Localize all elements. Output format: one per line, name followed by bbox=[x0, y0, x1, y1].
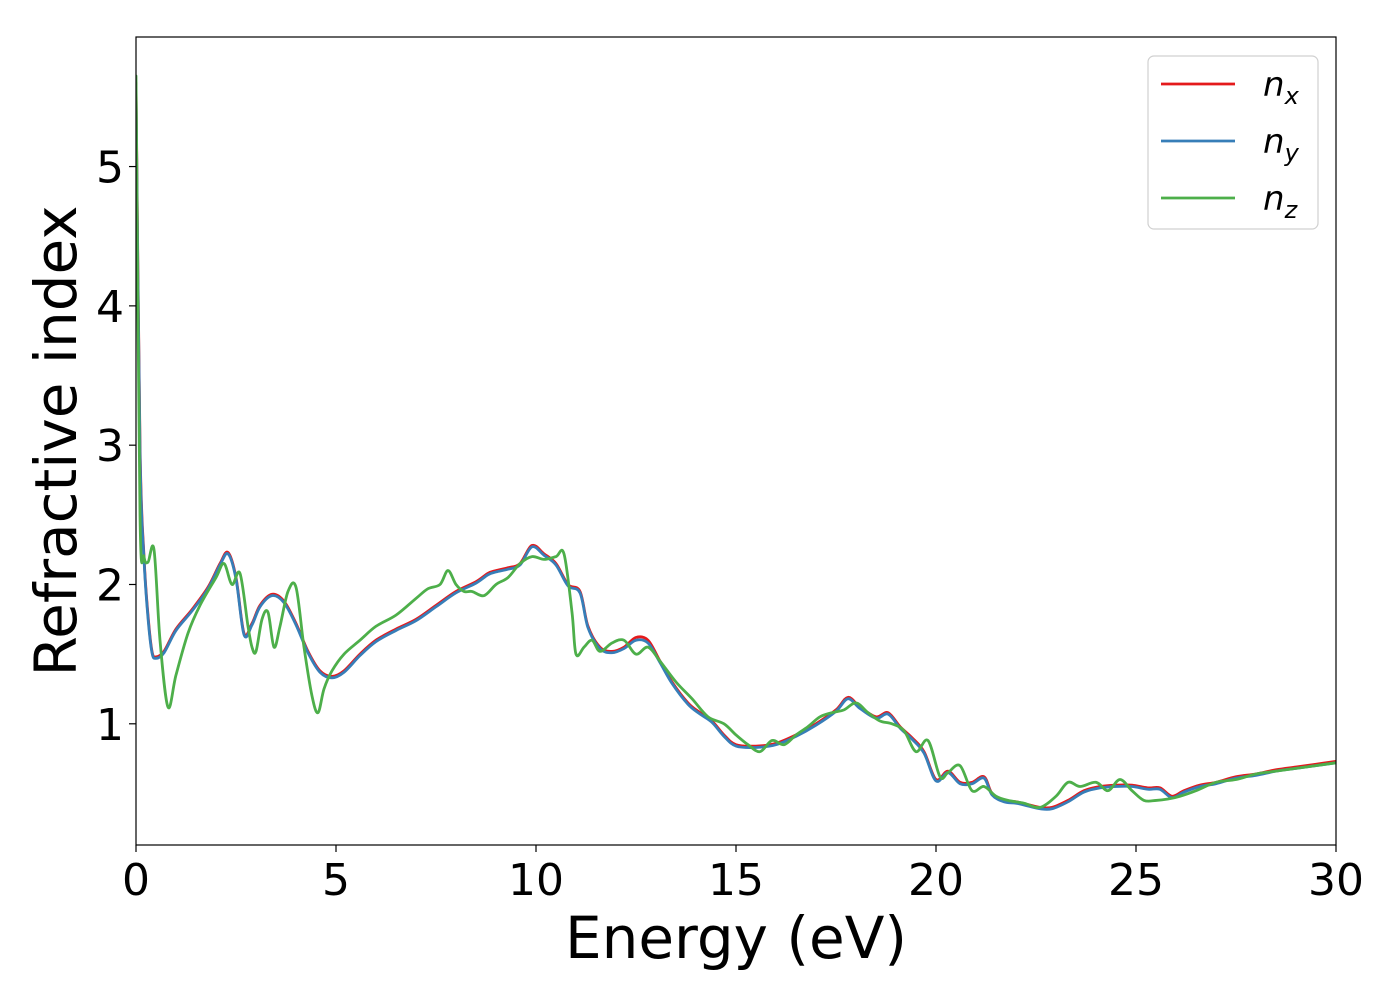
legend-label-subscript: y bbox=[1284, 139, 1300, 167]
legend-label-y: ny bbox=[1263, 122, 1300, 167]
legend-label-base: n bbox=[1263, 122, 1285, 162]
x-tick-label: 15 bbox=[708, 855, 764, 906]
x-tick-label: 0 bbox=[122, 855, 150, 906]
legend-label-base: n bbox=[1263, 179, 1285, 219]
legend-label-z: nz bbox=[1263, 179, 1299, 224]
y-tick-label: 5 bbox=[96, 143, 124, 194]
x-axis-title: Energy (eV) bbox=[565, 904, 907, 972]
series-line-z bbox=[136, 74, 1336, 809]
series-layer bbox=[136, 74, 1336, 811]
legend-label-x: nx bbox=[1263, 65, 1300, 110]
x-axis-ticks: 0 5 10 15 20 25 30 bbox=[122, 845, 1364, 906]
legend-frame bbox=[1147, 55, 1319, 230]
x-tick-label: 5 bbox=[322, 855, 350, 906]
legend-label-base: n bbox=[1263, 65, 1285, 105]
x-tick-label: 25 bbox=[1108, 855, 1164, 906]
x-tick-label: 30 bbox=[1308, 855, 1364, 906]
y-tick-label: 3 bbox=[96, 421, 124, 472]
y-tick-label: 2 bbox=[96, 560, 124, 611]
y-tick-label: 1 bbox=[96, 700, 124, 751]
legend-label-subscript: z bbox=[1284, 196, 1299, 224]
legend-label-subscript: x bbox=[1284, 82, 1300, 110]
y-axis-ticks: 1 2 3 4 5 bbox=[96, 143, 136, 751]
y-tick-label: 4 bbox=[96, 282, 124, 333]
y-axis-title: Refractive index bbox=[22, 205, 90, 676]
x-tick-label: 10 bbox=[508, 855, 564, 906]
x-tick-label: 20 bbox=[908, 855, 964, 906]
